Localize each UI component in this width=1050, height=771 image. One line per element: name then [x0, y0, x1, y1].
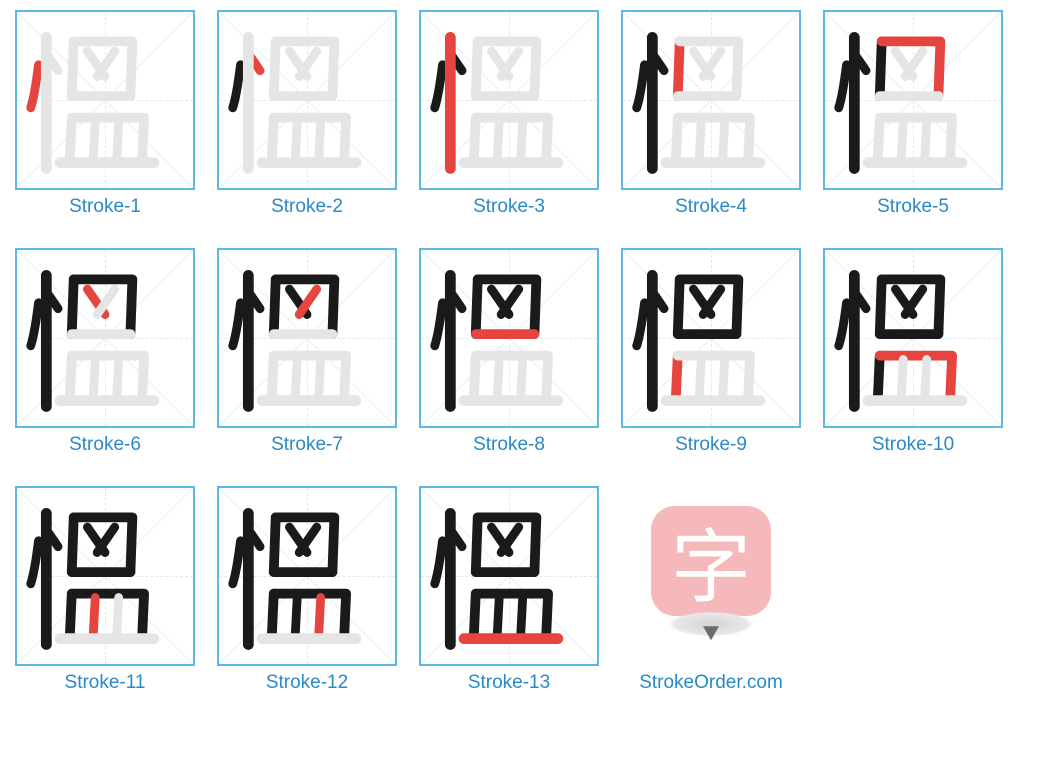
stroke-cell: Stroke-1: [15, 10, 195, 218]
stroke-label: Stroke-8: [473, 434, 545, 456]
stroke-label: Stroke-3: [473, 196, 545, 218]
stroke-tile: [217, 10, 397, 190]
stroke-tile: [15, 10, 195, 190]
stroke-cell: Stroke-7: [217, 248, 397, 456]
stroke-label: Stroke-12: [266, 672, 348, 694]
stroke-tile: [15, 248, 195, 428]
stroke-tile: [419, 248, 599, 428]
stroke-cell: Stroke-13: [419, 486, 599, 694]
site-logo: 字: [621, 486, 801, 666]
stroke-cell: Stroke-11: [15, 486, 195, 694]
stroke-label: Stroke-1: [69, 196, 141, 218]
stroke-cell: Stroke-4: [621, 10, 801, 218]
logo-cell: 字 StrokeOrder.com: [621, 486, 801, 694]
stroke-label: Stroke-6: [69, 434, 141, 456]
stroke-order-grid: Stroke-1 Stroke-2 Stroke-3 Stroke-4 Stroke-5…: [10, 10, 1040, 694]
logo-char: 字: [671, 503, 751, 619]
stroke-cell: Stroke-12: [217, 486, 397, 694]
stroke-tile: [419, 10, 599, 190]
stroke-tile: [419, 486, 599, 666]
stroke-label: Stroke-5: [877, 196, 949, 218]
stroke-cell: Stroke-9: [621, 248, 801, 456]
stroke-tile: [15, 486, 195, 666]
stroke-tile: [621, 248, 801, 428]
stroke-label: Stroke-13: [468, 672, 550, 694]
stroke-tile: [217, 248, 397, 428]
stroke-label: Stroke-10: [872, 434, 954, 456]
stroke-tile: [823, 10, 1003, 190]
pencil-icon: [651, 612, 771, 646]
logo-card: 字: [651, 506, 771, 616]
stroke-label: Stroke-9: [675, 434, 747, 456]
stroke-label: Stroke-4: [675, 196, 747, 218]
stroke-tile: [823, 248, 1003, 428]
stroke-tile: [217, 486, 397, 666]
stroke-cell: Stroke-6: [15, 248, 195, 456]
stroke-label: Stroke-7: [271, 434, 343, 456]
stroke-cell: Stroke-2: [217, 10, 397, 218]
stroke-cell: Stroke-8: [419, 248, 599, 456]
stroke-cell: Stroke-5: [823, 10, 1003, 218]
stroke-cell: Stroke-3: [419, 10, 599, 218]
stroke-tile: [621, 10, 801, 190]
site-label[interactable]: StrokeOrder.com: [639, 672, 783, 694]
stroke-label: Stroke-2: [271, 196, 343, 218]
stroke-label: Stroke-11: [65, 672, 146, 694]
stroke-cell: Stroke-10: [823, 248, 1003, 456]
